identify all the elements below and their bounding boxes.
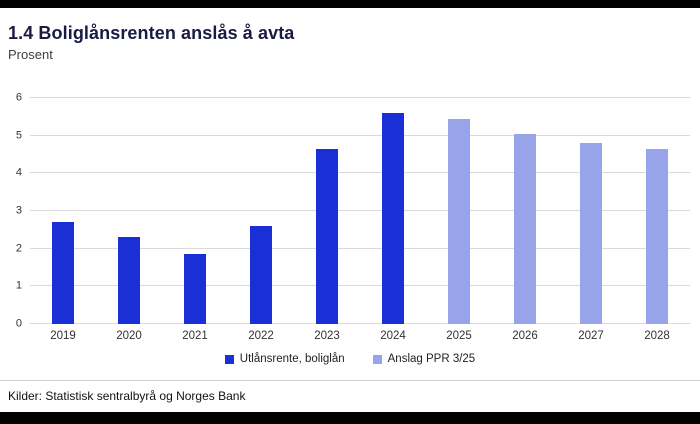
bar-column [294,98,360,324]
bar-chart: 0 1 2 3 4 5 6 2019 2020 2021 2022 2023 2024 2025 2026… [16,92,690,342]
y-tick-label: 1 [15,279,22,292]
bar-column [360,98,426,324]
chart-title: 1.4 Boliglånsrenten anslås å avta [8,23,295,43]
gridline [30,247,690,249]
bar-column [558,98,624,324]
x-tick-label: 2021 [182,330,208,342]
bar-2023 [316,148,338,324]
legend-item: Utlånsrente, boliglån [224,353,345,365]
y-tick-label: 0 [15,317,22,330]
bar-2020 [118,237,140,324]
gridline [30,210,690,211]
chart-legend: Utlånsrente, boliglån Anslag PPR 3/25 [0,353,700,365]
y-tick-label: 4 [15,166,22,179]
source-text: Kilder: Statistisk sentralbyrå og Norges… [8,389,246,403]
bar-column [30,98,96,324]
bar-2022 [250,226,272,324]
bar-column [624,98,690,324]
gridline [30,285,690,287]
bar-column [426,98,492,324]
x-tick-label: 2023 [314,330,340,342]
bar-column [162,98,228,324]
bars-layer [30,98,690,324]
bar-column [492,98,558,324]
bar-2024 [382,113,404,324]
bar-2021 [184,254,206,324]
figure-content: 1.4 Boliglånsrenten anslås å avta Prosen… [0,23,700,424]
bottom-border [0,412,700,424]
y-tick-label: 6 [15,91,22,104]
legend-swatch [372,354,382,364]
gridline [30,323,690,324]
bar-2019 [52,222,74,324]
x-tick-label: 2019 [50,330,76,342]
x-tick-label: 2022 [248,330,274,342]
legend-swatch [224,354,234,364]
x-tick-label: 2025 [446,330,472,342]
gridline [30,134,690,136]
top-border [0,0,700,8]
gridline [30,172,690,174]
x-axis: 2019 2020 2021 2022 2023 2024 2025 2026 2027 2028 [30,330,690,342]
y-tick-label: 2 [15,242,22,255]
legend-label: Utlånsrente, boliglån [239,353,345,365]
bar-2028 [646,148,668,324]
chart-subtitle: Prosent [8,47,53,62]
y-tick-label: 3 [15,204,22,217]
x-tick-label: 2020 [116,330,142,342]
x-tick-label: 2026 [512,330,538,342]
bar-column [228,98,294,324]
gridline [30,97,690,98]
x-tick-label: 2027 [578,330,604,342]
x-tick-label: 2024 [380,330,406,342]
legend-item: Anslag PPR 3/25 [372,353,476,365]
bar-2026 [514,133,536,324]
bar-column [96,98,162,324]
x-tick-label: 2028 [644,330,670,342]
footer-divider [0,380,700,381]
legend-label: Anslag PPR 3/25 [387,353,476,365]
bar-2025 [448,118,470,324]
y-tick-label: 5 [15,129,22,142]
bar-2027 [580,143,602,324]
plot-area: 0 1 2 3 4 5 6 [16,92,690,329]
